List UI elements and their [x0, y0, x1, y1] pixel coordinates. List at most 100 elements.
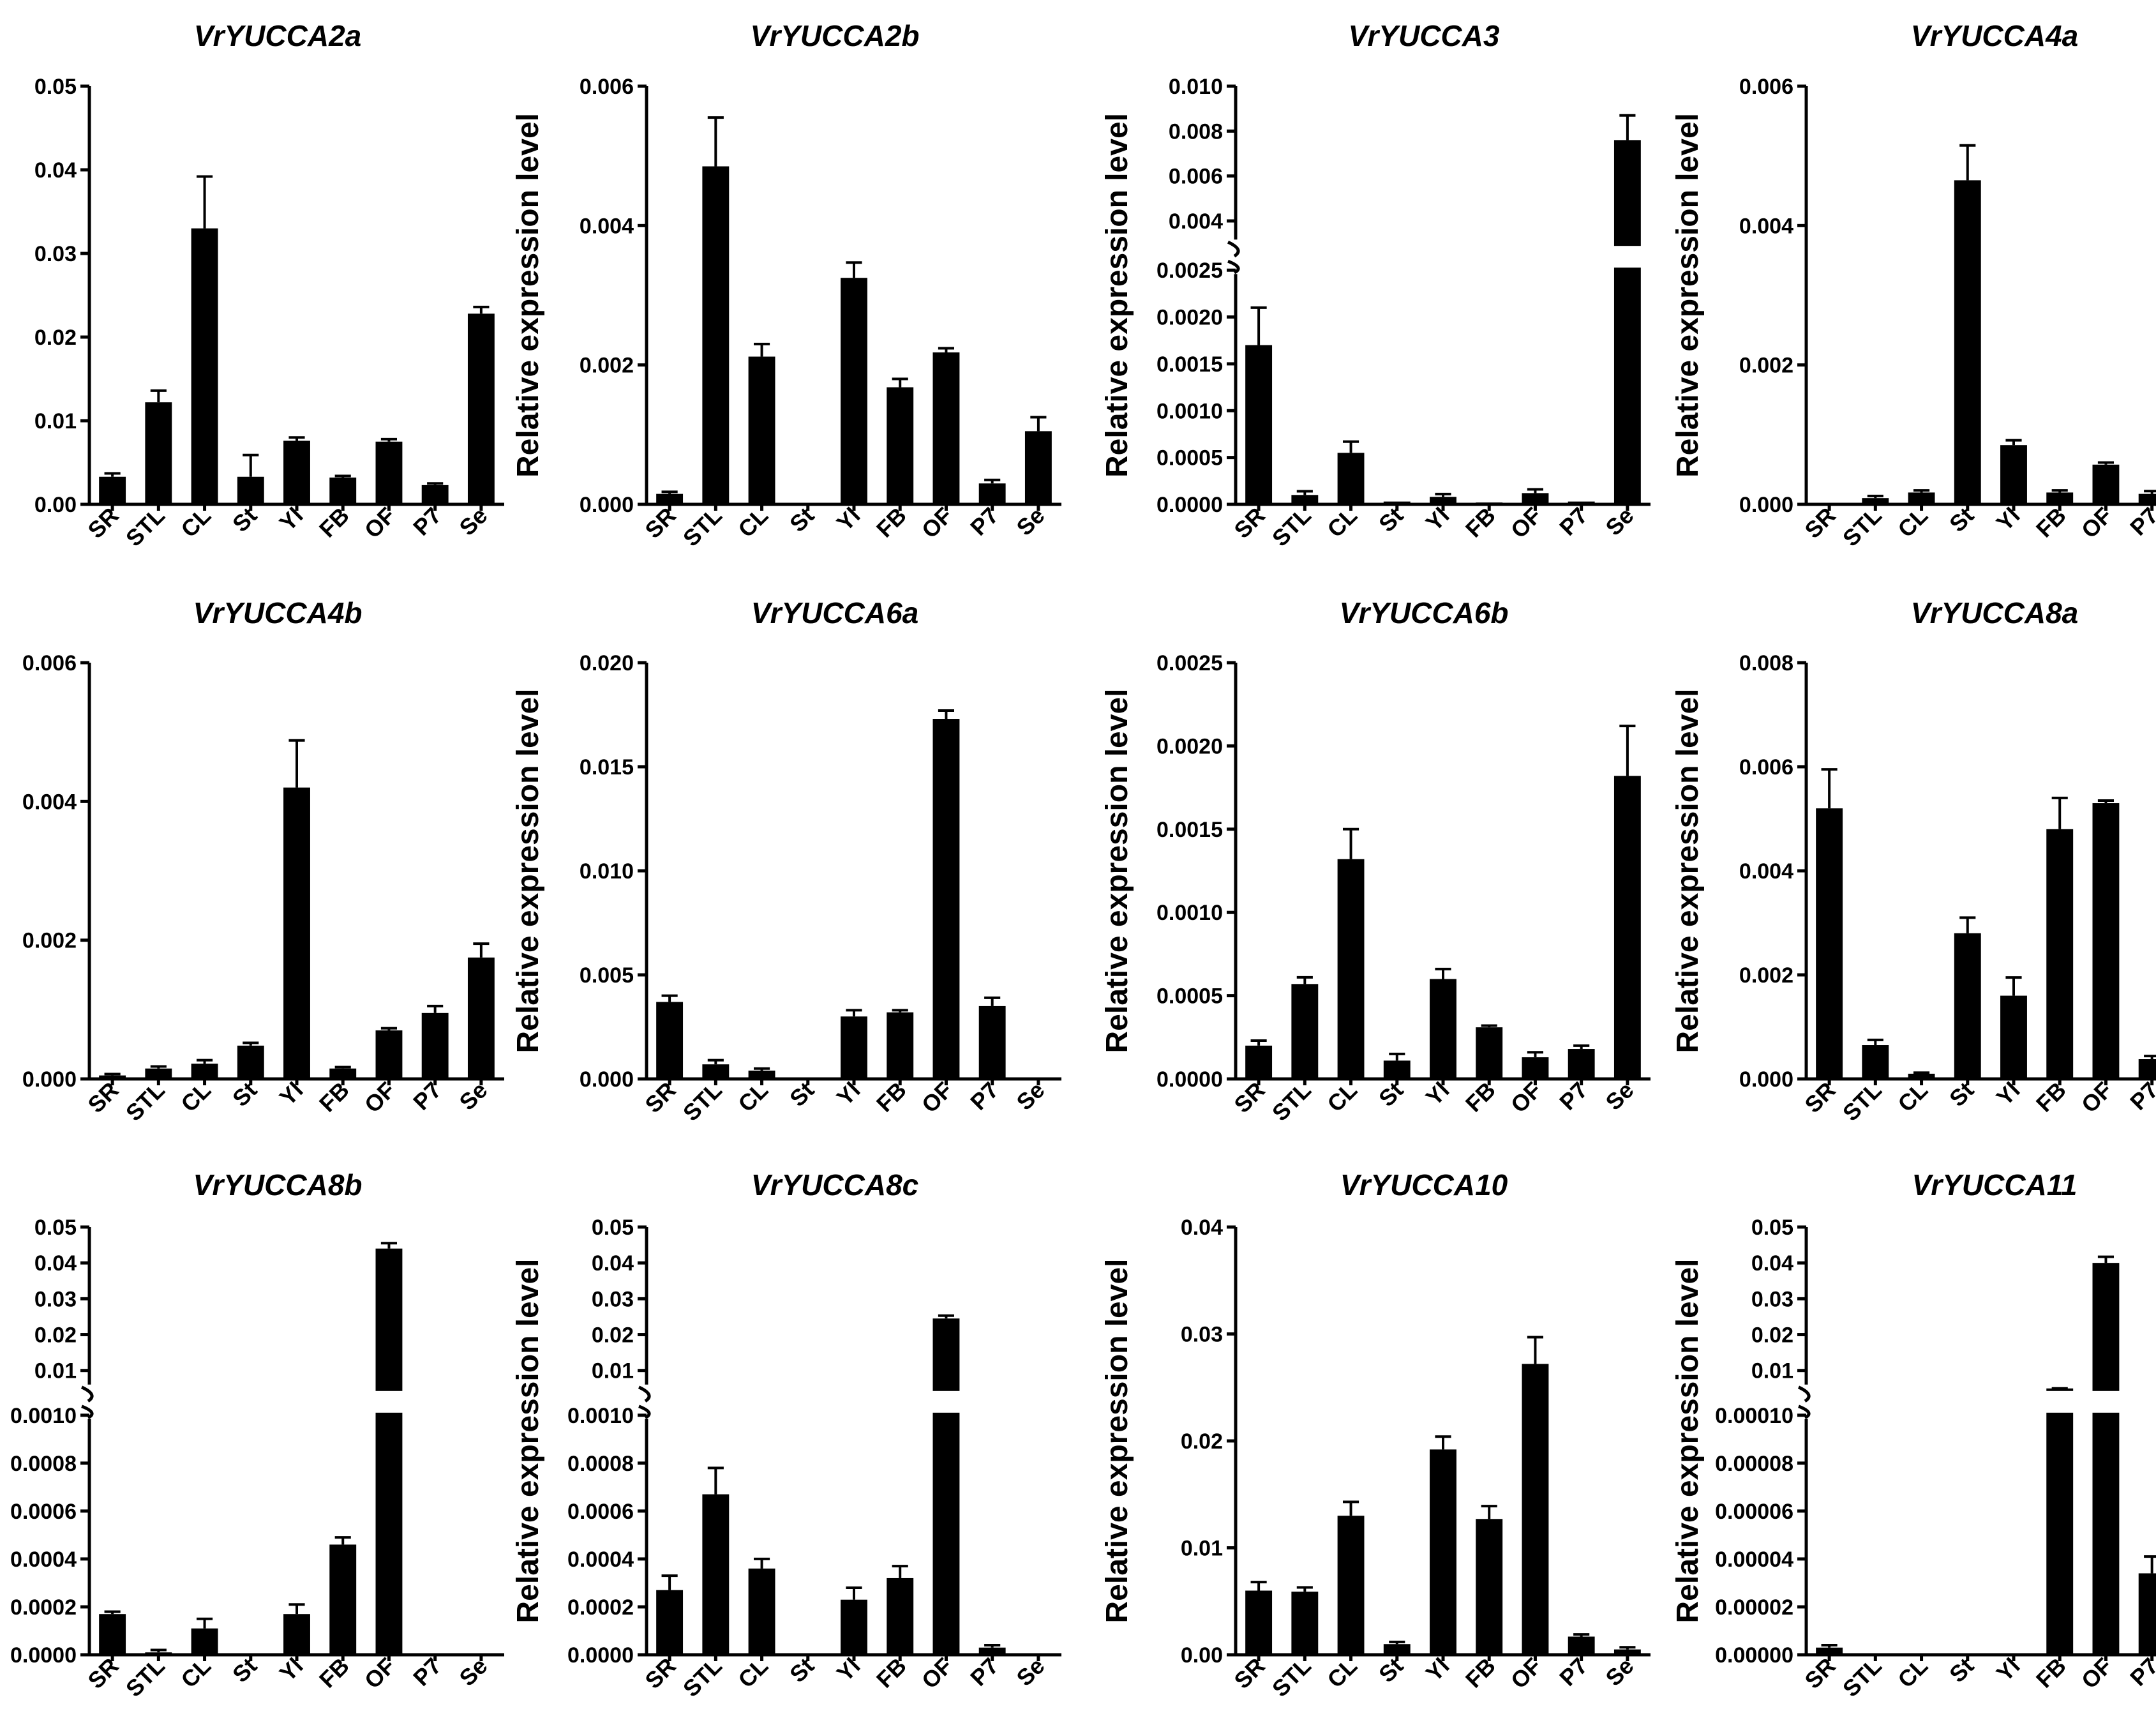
y-tick-label: 0.03	[1181, 1323, 1223, 1347]
category-label: STL	[121, 1077, 170, 1126]
chart-VrYUCCA6b: VrYUCCA6b Relative expression level 0.0000…	[1100, 596, 1651, 1126]
category-label: P7	[1554, 1653, 1592, 1691]
bar-OF	[932, 719, 960, 1079]
bar-STL	[702, 1064, 730, 1079]
chart-title: VrYUCCA6a	[751, 596, 918, 629]
y-tick-label: 0.015	[580, 755, 634, 780]
category-label: CL	[176, 502, 216, 543]
category-label: FB	[1460, 1077, 1501, 1117]
category-label: St	[227, 502, 262, 537]
category-label: OF	[917, 502, 957, 543]
category-label: Se	[1011, 1653, 1049, 1691]
bar-OF	[375, 1030, 403, 1079]
category-label: OF	[359, 1653, 400, 1694]
category-label: CL	[733, 502, 773, 543]
y-tick-label: 0.006	[1739, 75, 1793, 99]
bar-OF	[932, 352, 960, 504]
chart-title: VrYUCCA8b	[193, 1168, 363, 1201]
y-tick-label: 0.000	[1739, 1067, 1793, 1092]
y-tick-label: 0.010	[1169, 75, 1223, 99]
category-label: STL	[1838, 1077, 1887, 1126]
y-tick-label: 0.010	[580, 859, 634, 884]
category-label: St	[1374, 1077, 1408, 1111]
category-label: Yl	[1991, 502, 2025, 536]
category-label: OF	[359, 1077, 400, 1118]
category-label: Se	[1600, 1077, 1638, 1115]
y-axis-label: Relative expression level	[511, 689, 545, 1053]
y-tick-label: 0.006	[1169, 165, 1223, 189]
y-tick-label: 0.0008	[567, 1452, 634, 1476]
category-label: SR	[82, 1077, 123, 1118]
axis-break-mark	[1798, 1405, 1811, 1420]
bar-SR	[1816, 808, 1843, 1079]
y-tick-label: 0.05	[592, 1216, 634, 1240]
chart-VrYUCCA8c: VrYUCCA8c Relative expression level 0.0000…	[511, 1168, 1061, 1702]
y-tick-label: 0.0002	[567, 1595, 634, 1620]
bar-SR	[1245, 1590, 1273, 1655]
y-tick-label: 0.0010	[1157, 399, 1223, 423]
category-label: OF	[1506, 1077, 1546, 1118]
y-tick-label: 0.0004	[567, 1548, 634, 1572]
y-tick-label: 0.0020	[1157, 734, 1223, 758]
category-label: P7	[408, 1653, 446, 1691]
bar-Se	[467, 957, 495, 1079]
y-tick-label: 0.02	[34, 1323, 77, 1348]
chart-VrYUCCA11: VrYUCCA11 Relative expression level 0.0000…	[1671, 1168, 2156, 1702]
bar-OF	[2092, 803, 2120, 1079]
bar-OF	[2092, 464, 2120, 504]
category-label: FB	[871, 502, 911, 543]
category-label: SR	[82, 502, 123, 543]
y-tick-label: 0.0015	[1157, 818, 1223, 842]
bar-P7	[421, 1013, 449, 1079]
bar-STL	[1291, 1592, 1319, 1655]
category-label: CL	[1322, 502, 1362, 543]
y-tick-label: 0.00004	[1715, 1548, 1793, 1572]
bar-FB	[2046, 492, 2074, 504]
category-label: Se	[454, 502, 492, 541]
y-tick-label: 0.004	[22, 790, 77, 814]
category-label: Yl	[1991, 1077, 2025, 1111]
y-tick-label: 0.03	[34, 1287, 77, 1311]
chart-VrYUCCA8b: VrYUCCA8bRelative expression level0.0000…	[10, 1168, 504, 1702]
bar-FB	[1476, 502, 1503, 504]
bar-P7	[978, 1006, 1006, 1079]
y-tick-label: 0.002	[1739, 354, 1793, 378]
y-tick-label: 0.0025	[1157, 651, 1223, 675]
category-label: CL	[1322, 1077, 1362, 1117]
y-tick-label: 0.0004	[10, 1548, 77, 1572]
category-label: SR	[1799, 1077, 1840, 1118]
category-label: Se	[454, 1077, 492, 1115]
category-label: Se	[1011, 1077, 1049, 1115]
y-tick-label: 0.04	[34, 1251, 77, 1276]
y-tick-label: 0.05	[34, 1216, 77, 1240]
axis-break-mark	[81, 1405, 94, 1420]
bar-CL	[1908, 492, 1935, 504]
category-label: P7	[408, 502, 446, 541]
bar-P7	[2138, 1059, 2156, 1079]
chart-title: VrYUCCA4b	[193, 596, 363, 629]
category-label: CL	[733, 1077, 773, 1117]
bar-break-gap	[1612, 246, 1642, 268]
chart-title: VrYUCCA8c	[751, 1168, 918, 1201]
bar-FB	[887, 1012, 914, 1079]
category-label: P7	[1554, 502, 1592, 541]
bar-St	[1954, 933, 1981, 1079]
bar-Yl	[2000, 445, 2027, 504]
y-tick-label: 0.04	[1751, 1251, 1793, 1276]
category-label: Yl	[832, 1077, 865, 1111]
category-label: STL	[1838, 1653, 1887, 1702]
category-label: Yl	[1421, 1653, 1455, 1687]
bar-STL	[702, 166, 730, 505]
category-label: OF	[2076, 1653, 2117, 1694]
category-label: STL	[121, 502, 170, 552]
y-tick-label: 0.00	[34, 493, 77, 517]
category-label: P7	[965, 502, 1003, 541]
category-label: P7	[965, 1653, 1003, 1691]
category-label: STL	[678, 1077, 727, 1126]
category-label: FB	[2031, 1077, 2071, 1117]
y-tick-label: 0.00002	[1715, 1595, 1793, 1620]
y-tick-label: 0.006	[1739, 755, 1793, 780]
y-axis-label: Relative expression level	[1671, 1259, 1705, 1623]
category-label: SR	[1229, 1077, 1269, 1118]
